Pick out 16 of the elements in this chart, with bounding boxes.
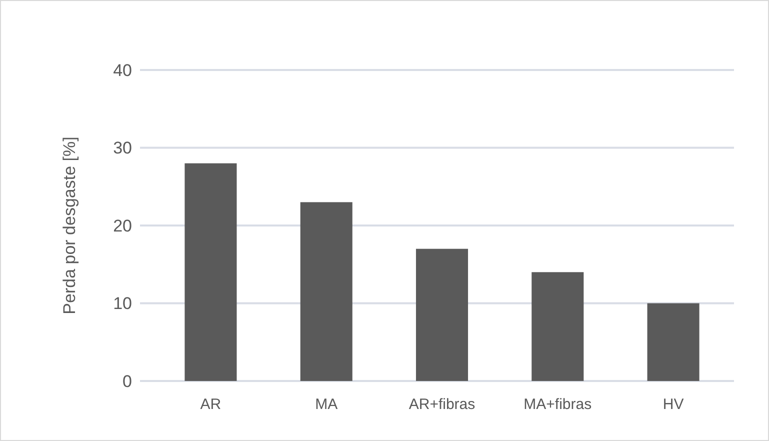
bar xyxy=(416,248,468,381)
x-tick-label: AR+fibras xyxy=(408,396,476,413)
bar xyxy=(532,272,584,381)
bar xyxy=(184,163,237,381)
bar xyxy=(647,303,700,381)
y-tick-label: 30 xyxy=(113,138,132,158)
x-tick-label: AR xyxy=(200,396,222,413)
x-tick-label: MA xyxy=(315,396,338,413)
y-tick-label: 20 xyxy=(113,216,132,236)
y-tick-label: 10 xyxy=(113,294,132,314)
y-tick-label: 40 xyxy=(113,60,132,80)
x-tick-label: MA+fibras xyxy=(524,396,592,413)
y-axis-title: Perda por desgaste [%] xyxy=(60,136,79,314)
bar xyxy=(300,202,352,381)
y-tick-label: 0 xyxy=(122,372,132,391)
x-tick-label: HV xyxy=(662,396,684,413)
